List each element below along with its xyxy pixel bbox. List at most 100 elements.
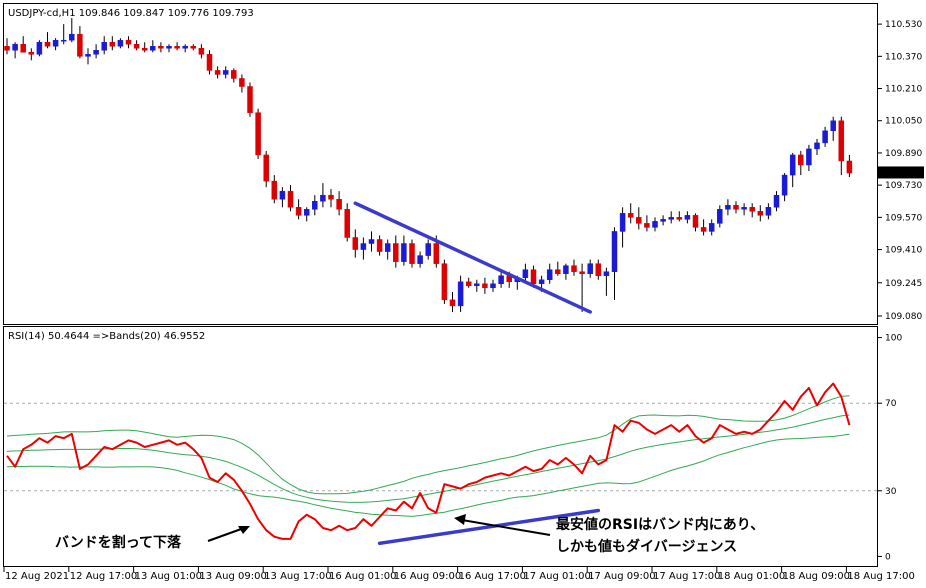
rsi-info-text: RSI(14) 50.4644 =>Bands(20) 46.9552 xyxy=(8,331,205,342)
current-price-label: 109.793 xyxy=(884,169,921,179)
candle-body xyxy=(409,243,415,264)
candle xyxy=(425,239,431,260)
candle xyxy=(546,263,553,284)
candle xyxy=(830,116,836,141)
candle xyxy=(344,203,350,242)
candle xyxy=(409,239,415,268)
candle-body xyxy=(636,217,642,224)
candle xyxy=(295,199,302,220)
candle xyxy=(287,185,294,212)
candle-body xyxy=(749,207,755,212)
price-axis-label: 110.530 xyxy=(885,20,922,30)
time-axis-label: 13 Aug 17:00 xyxy=(264,571,331,582)
candle xyxy=(417,251,423,268)
rsi-band-upper xyxy=(6,395,850,495)
candle-body xyxy=(158,46,164,49)
candle xyxy=(174,42,180,51)
candle-body xyxy=(806,148,812,166)
candle-body xyxy=(117,39,124,47)
candle-body xyxy=(384,243,391,252)
candle xyxy=(190,44,197,51)
arrow-icon-right xyxy=(454,514,551,536)
candle-body xyxy=(231,70,237,79)
candle-body xyxy=(708,223,715,232)
candle-body xyxy=(247,86,253,113)
candle-body xyxy=(587,263,593,274)
candle-body xyxy=(498,275,504,285)
candle-body xyxy=(733,205,739,210)
candle-body xyxy=(725,205,731,210)
time-axis-label: 13 Aug 01:00 xyxy=(135,571,202,582)
rsi-layer xyxy=(4,382,877,546)
candle xyxy=(490,279,496,292)
candle xyxy=(579,263,585,312)
candle-body xyxy=(360,243,367,250)
candle xyxy=(93,44,99,59)
candle-body xyxy=(789,154,796,176)
candle-body xyxy=(77,33,83,57)
candle xyxy=(20,36,26,53)
candle xyxy=(44,32,51,49)
candle xyxy=(133,40,140,51)
candle xyxy=(700,219,707,236)
candle xyxy=(757,205,764,222)
candle-body xyxy=(109,41,116,47)
time-axis-label: 17 Aug 01:00 xyxy=(523,571,590,582)
candle xyxy=(279,187,286,208)
candle xyxy=(141,42,148,53)
price-panel-frame xyxy=(3,3,878,325)
candle xyxy=(773,191,780,212)
candle xyxy=(636,207,642,230)
candle xyxy=(384,239,391,260)
candle xyxy=(644,215,650,232)
rsi-line xyxy=(6,382,851,540)
candle xyxy=(368,231,375,252)
candle xyxy=(603,267,610,296)
candle-body xyxy=(660,219,666,222)
price-axis-label: 109.080 xyxy=(885,312,922,322)
candle xyxy=(798,150,804,176)
candle-body xyxy=(692,215,699,228)
candle-body xyxy=(579,271,585,274)
candle xyxy=(336,191,342,216)
rsi-axis-label: 70 xyxy=(885,399,897,409)
candle-body xyxy=(328,194,334,200)
candle xyxy=(60,24,67,45)
candle xyxy=(12,42,18,59)
price-trendline xyxy=(353,201,592,314)
candle xyxy=(441,259,448,304)
candle xyxy=(312,195,318,216)
candle-body xyxy=(603,271,610,276)
time-axis-label: 18 Aug 09:00 xyxy=(783,571,850,582)
candle-body xyxy=(133,43,140,49)
candle xyxy=(231,68,237,83)
candle-body xyxy=(190,46,197,49)
candle xyxy=(611,227,618,300)
candle-body xyxy=(101,41,107,51)
time-axis-label: 18 Aug 01:00 xyxy=(718,571,785,582)
candle xyxy=(595,259,602,280)
candle xyxy=(150,40,156,53)
candle-body xyxy=(798,154,804,166)
rsi-band-lower xyxy=(6,433,850,517)
candle xyxy=(328,189,334,208)
candle xyxy=(125,36,132,49)
candle-body xyxy=(198,48,205,55)
candle xyxy=(619,207,626,248)
rsi-axis-label: 0 xyxy=(885,552,891,562)
candle-body xyxy=(838,120,845,162)
candle-body xyxy=(320,194,326,202)
price-axis-label: 109.570 xyxy=(885,213,922,223)
candle xyxy=(668,211,674,224)
candle-body xyxy=(425,243,431,256)
candle xyxy=(498,271,504,288)
price-info-text: USDJPY-cd,H1 109.846 109.847 109.776 109… xyxy=(8,8,254,19)
candle-body xyxy=(214,70,221,75)
candle xyxy=(555,261,561,276)
candle xyxy=(717,205,723,228)
price-axis-label: 109.890 xyxy=(885,149,922,159)
candle-body xyxy=(441,263,448,301)
candle-body xyxy=(538,279,545,285)
candle xyxy=(77,26,83,59)
candle xyxy=(725,199,731,216)
